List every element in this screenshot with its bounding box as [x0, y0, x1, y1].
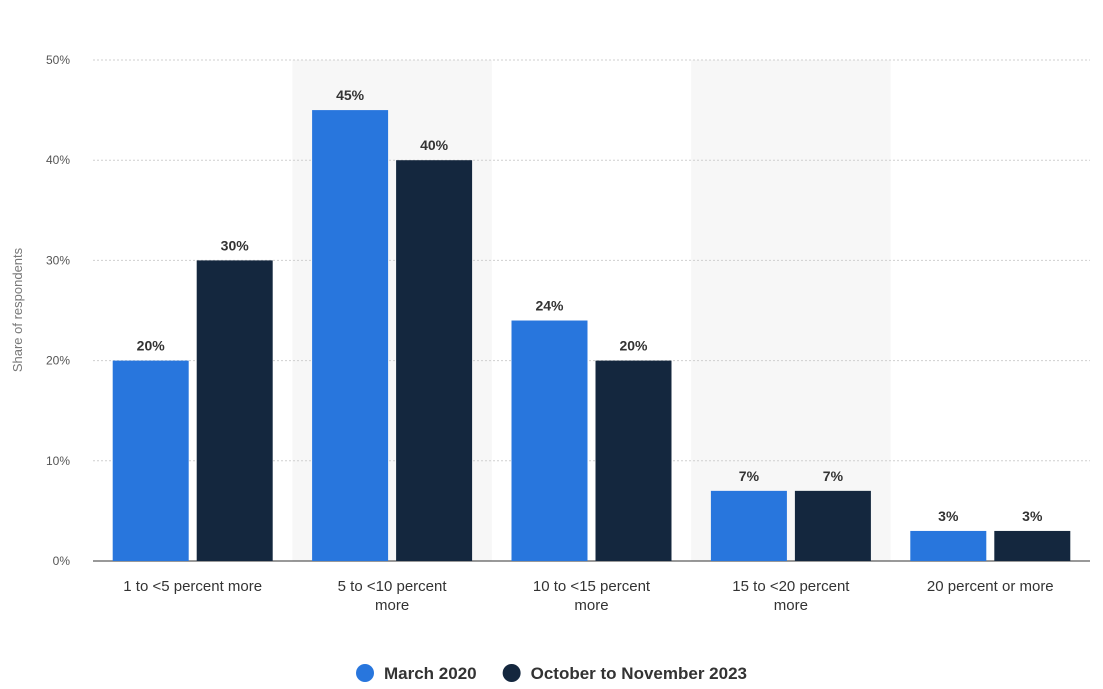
y-axis-title: Share of respondents: [10, 247, 25, 372]
x-tick-label: 1 to <5 percent more: [123, 578, 262, 595]
data-label: 20%: [137, 338, 166, 354]
y-tick-label: 40%: [46, 153, 70, 167]
bars: [112, 110, 1071, 561]
data-label: 3%: [1022, 508, 1043, 524]
x-tick-label: 20 percent or more: [927, 578, 1054, 595]
x-tick-label: 5 to <10 percent more: [338, 578, 448, 614]
bar[interactable]: [994, 530, 1071, 561]
data-label: 20%: [619, 338, 648, 354]
data-label: 3%: [938, 508, 959, 524]
legend[interactable]: March 2020 October to November 2023: [356, 664, 747, 683]
bar[interactable]: [710, 490, 787, 561]
category-band: [691, 60, 891, 561]
legend-marker[interactable]: [502, 664, 521, 682]
x-tick-label: 15 to <20 percent more: [732, 578, 850, 614]
legend-label: October to November 2023: [531, 664, 747, 683]
data-label: 40%: [420, 137, 449, 153]
legend-marker[interactable]: [356, 664, 375, 682]
data-label: 45%: [336, 87, 365, 103]
data-label: 7%: [739, 468, 760, 484]
y-tick-label: 30%: [46, 253, 70, 267]
bar[interactable]: [794, 490, 871, 561]
y-tick-label: 0%: [53, 554, 71, 568]
bar[interactable]: [595, 360, 672, 561]
bar[interactable]: [196, 260, 273, 561]
y-axis-ticks: 0% 10% 20% 30% 40% 50%: [46, 53, 70, 568]
x-axis-categories: 1 to <5 percent more 5 to <10 percent more…: [123, 578, 1053, 614]
data-label: 30%: [221, 237, 250, 253]
bar[interactable]: [396, 160, 473, 561]
bar[interactable]: [112, 360, 189, 561]
legend-label: March 2020: [384, 664, 477, 683]
y-tick-label: 20%: [46, 354, 70, 368]
bar[interactable]: [312, 110, 389, 561]
bar[interactable]: [910, 530, 987, 561]
data-label: 24%: [535, 298, 564, 314]
x-tick-label: 10 to <15 percent more: [533, 578, 651, 614]
y-tick-label: 50%: [46, 53, 70, 67]
y-tick-label: 10%: [46, 454, 70, 468]
bar[interactable]: [511, 320, 588, 561]
data-label: 7%: [823, 468, 844, 484]
data-labels: 20% 30% 45% 40% 24% 20% 7% 7% 3% 3%: [137, 87, 1043, 524]
